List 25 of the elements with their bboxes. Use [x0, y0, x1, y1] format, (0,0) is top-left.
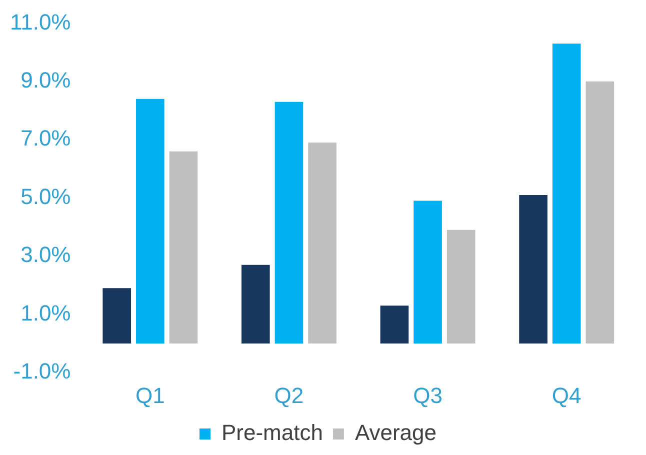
- legend-label: Average: [354, 420, 437, 446]
- bar: [380, 306, 409, 344]
- bar: [241, 264, 270, 344]
- bar: [274, 102, 304, 344]
- y-tick-label: 7.0%: [20, 126, 71, 151]
- bar: [519, 194, 548, 344]
- y-tick-label: -1.0%: [13, 358, 71, 384]
- x-tick-label: Q3: [413, 382, 442, 408]
- x-tick-label: Q2: [274, 382, 304, 408]
- y-tick-label: 3.0%: [20, 242, 71, 268]
- bar: [446, 230, 476, 344]
- x-tick-label: Q1: [135, 382, 165, 408]
- bar: [552, 44, 581, 344]
- x-tick-label: Q4: [552, 382, 582, 408]
- legend-label: Pre-match: [221, 420, 323, 446]
- bar: [414, 200, 442, 344]
- bar: [136, 98, 164, 344]
- y-tick-label: 5.0%: [20, 184, 71, 209]
- bar: [308, 142, 336, 344]
- bar: [169, 151, 198, 344]
- bar: [586, 81, 614, 344]
- y-tick-label: 1.0%: [20, 300, 71, 326]
- y-tick-label: 9.0%: [20, 67, 71, 92]
- y-tick-label: 11.0%: [10, 9, 71, 34]
- bar: [102, 288, 131, 344]
